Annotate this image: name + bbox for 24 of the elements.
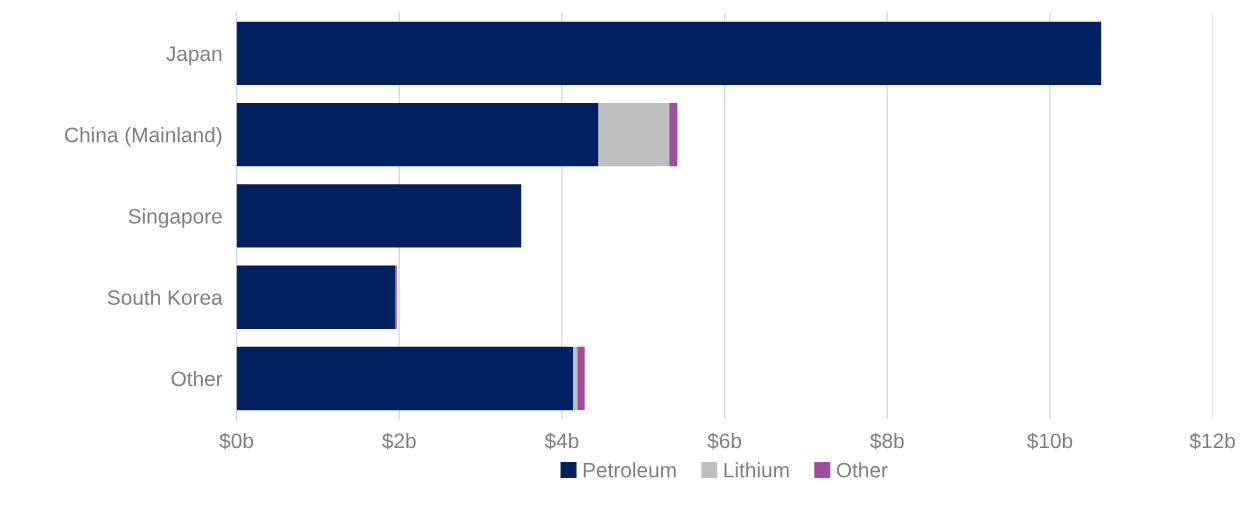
bar — [236, 265, 396, 329]
x-tick-label: $10b — [1027, 432, 1073, 450]
bar — [577, 346, 585, 411]
y-tick-label: South Korea — [107, 289, 223, 305]
x-tick-label: $6b — [707, 432, 742, 450]
y-tick-label: Japan — [166, 46, 222, 66]
y-tick-label: Other — [171, 370, 223, 387]
x-tick-label: $12b — [1189, 432, 1235, 450]
y-tick-label: Singapore — [128, 208, 222, 228]
x-tick-label: $4b — [544, 432, 579, 450]
bar — [573, 346, 578, 411]
x-tick-label: $8b — [870, 432, 904, 450]
bar — [236, 184, 522, 248]
x-tick-label: $0b — [219, 432, 254, 450]
legend-label: Petroleum — [583, 462, 676, 478]
bar — [598, 102, 670, 167]
y-tick-label: China (Mainland) — [65, 127, 222, 147]
legend-label: Other — [836, 462, 888, 478]
legend-label: Lithium — [724, 462, 789, 478]
bar — [236, 102, 599, 167]
bar — [236, 346, 574, 411]
bar — [236, 21, 1102, 86]
x-tick-label: $2b — [382, 432, 416, 450]
bar — [669, 102, 678, 167]
